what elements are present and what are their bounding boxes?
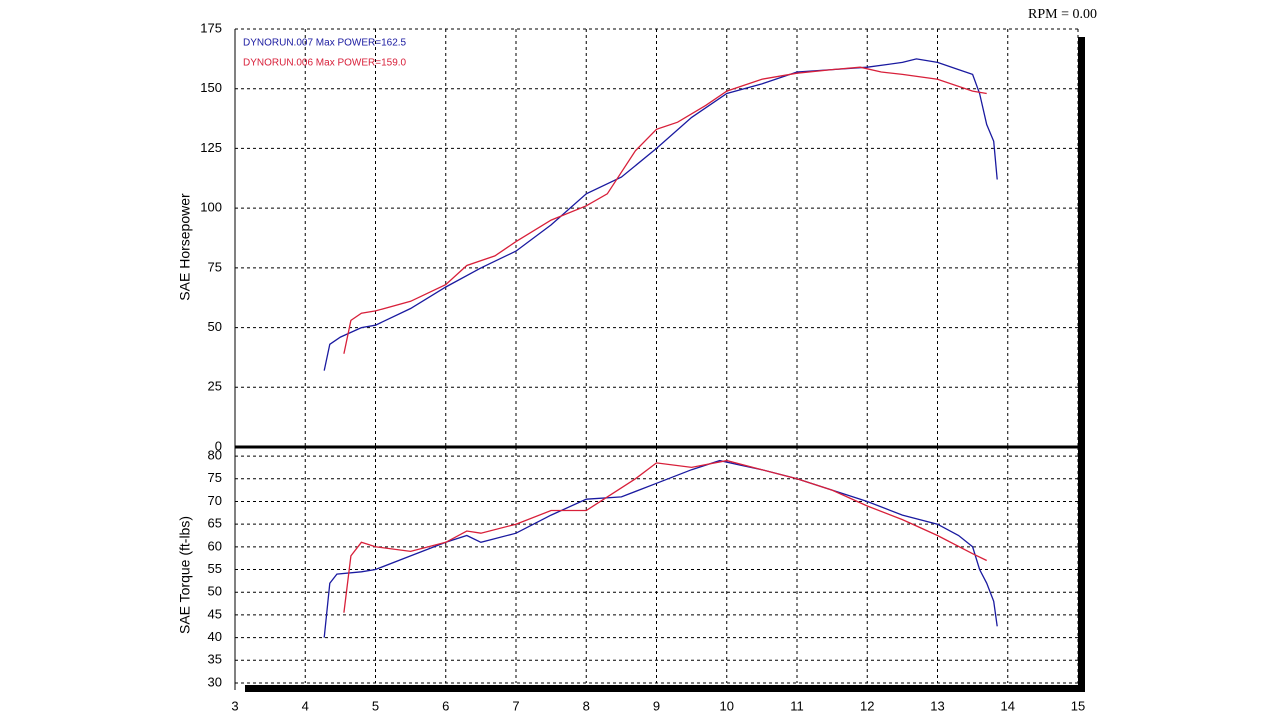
x-tick-label: 15	[1071, 698, 1085, 713]
x-tick-label: 3	[231, 698, 238, 713]
y-tick-label: 40	[208, 629, 222, 644]
y-axis-label: SAE Horsepower	[177, 193, 193, 301]
x-tick-label: 7	[512, 698, 519, 713]
y-axis-label: SAE Torque (ft-lbs)	[177, 516, 193, 634]
y-tick-label: 65	[208, 516, 222, 531]
y-tick-label: 35	[208, 652, 222, 667]
x-tick-label: 9	[653, 698, 660, 713]
frame-shadow	[245, 685, 1085, 692]
data-line	[343, 66, 987, 354]
y-tick-label: 75	[208, 470, 222, 485]
legend-entry: DYNORUN.007 Max POWER=162.5	[243, 38, 407, 49]
frame-shadow	[1078, 37, 1085, 692]
data-line	[323, 58, 998, 371]
y-tick-label: 50	[208, 584, 222, 599]
x-tick-label: 11	[790, 698, 804, 713]
x-tick-label: 13	[930, 698, 944, 713]
legend-entry: DYNORUN.006 Max POWER=159.0	[243, 58, 407, 69]
x-tick-label: 8	[583, 698, 590, 713]
y-tick-label: 45	[208, 606, 222, 621]
x-tick-label: 10	[720, 698, 734, 713]
x-tick-label: 14	[1001, 698, 1015, 713]
x-tick-label: 4	[302, 698, 309, 713]
y-tick-label: 100	[200, 200, 222, 215]
x-tick-label: 6	[442, 698, 449, 713]
y-tick-label: 150	[200, 80, 222, 95]
y-tick-label: 0	[215, 438, 222, 453]
y-tick-label: 175	[200, 20, 222, 35]
y-tick-label: 50	[208, 319, 222, 334]
y-tick-label: 125	[200, 140, 222, 155]
data-line	[323, 459, 998, 638]
y-tick-label: 60	[208, 538, 222, 553]
rpm-readout: RPM = 0.00	[1028, 7, 1097, 22]
x-tick-label: 5	[372, 698, 379, 713]
y-tick-label: 75	[208, 259, 222, 274]
y-tick-label: 55	[208, 561, 222, 576]
data-line	[343, 459, 987, 613]
y-tick-label: 25	[208, 379, 222, 394]
x-tick-label: 12	[860, 698, 874, 713]
y-tick-label: 80	[208, 448, 222, 463]
y-tick-label: 30	[208, 674, 222, 689]
y-tick-label: 70	[208, 493, 222, 508]
